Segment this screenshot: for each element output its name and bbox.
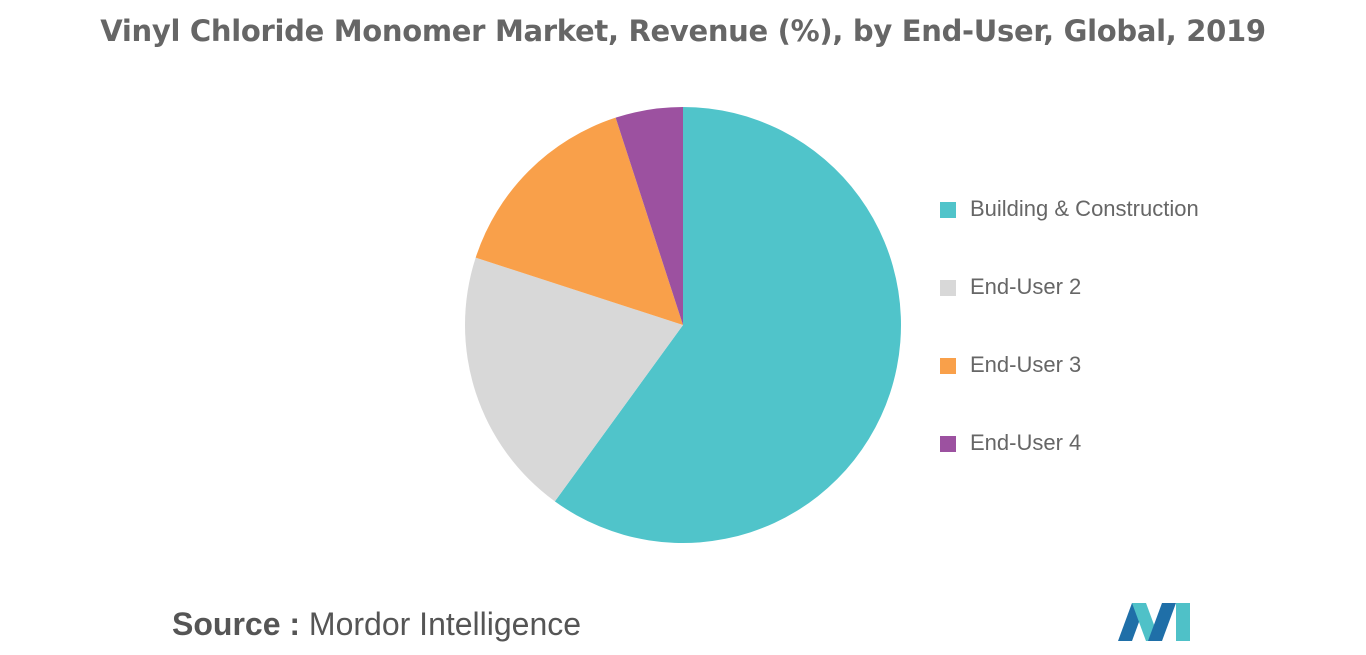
legend-label: End-User 2 [970,274,1082,299]
legend-swatch [940,202,956,218]
legend-label: End-User 3 [970,352,1082,377]
legend-item: Building & Construction [940,192,1199,270]
pie-slice-end-user-3 [475,117,683,325]
legend-label: Building & Construction [970,196,1199,221]
legend-swatch [940,436,956,452]
legend-swatch [940,358,956,374]
source-text: Mordor Intelligence [308,606,582,642]
legend-item: End-User 4 [940,426,1199,504]
pie-slice-end-user-2 [464,257,683,502]
legend-item: End-User 2 [940,270,1199,348]
source-label: Source : [172,606,301,642]
legend: Building & Construction End-User 2 End-Use… [940,192,1199,504]
legend-swatch [940,280,956,296]
legend-item: End-User 3 [940,348,1199,426]
pie-slice-building-construction [554,107,901,543]
pie-slice-end-user-4 [615,107,683,325]
legend-label: End-User 4 [970,430,1082,455]
chart-title: Vinyl Chloride Monomer Market, Revenue (… [100,14,1266,48]
source-note: Source : Mordor Intelligence [172,606,581,643]
mordor-intelligence-logo-icon [1118,603,1192,645]
